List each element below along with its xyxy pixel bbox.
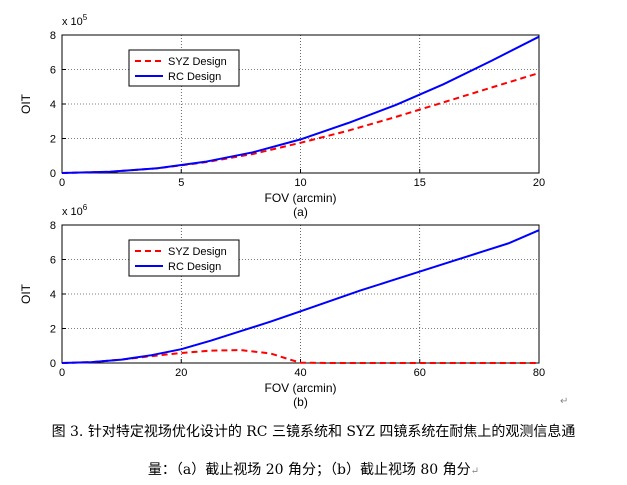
y-tick-label: 8 bbox=[50, 30, 56, 42]
x-tick-label: 20 bbox=[175, 367, 187, 379]
y-multiplier: x 106 bbox=[62, 203, 88, 218]
figure-caption-line-1: 图 3. 针对特定视场优化设计的 RC 三镜系统和 SYZ 四镜系统在耐焦上的观… bbox=[51, 424, 576, 440]
x-tick-label: 40 bbox=[294, 367, 306, 379]
figure-caption-line-2: 量：（a）截止视场 20 角分；（b）截止视场 80 角分↵ bbox=[0, 459, 627, 479]
series-line-syz-design bbox=[61, 349, 539, 364]
legend-entry: SYZ Design bbox=[168, 246, 227, 258]
chart-b: 0 20 40 60 80 0 2 4 6 8 x 106 FOV (arcmin)(b) OIT SYZ… bbox=[19, 203, 545, 409]
x-tick-label: 20 bbox=[533, 177, 545, 189]
caption-line-2-text: 量：（a）截止视场 20 角分；（b）截止视场 80 角分 bbox=[147, 462, 471, 478]
legend: SYZ Design RC Design bbox=[128, 239, 240, 277]
legend-entry: RC Design bbox=[168, 71, 221, 83]
y-tick-label: 2 bbox=[50, 324, 56, 336]
y-tick-label: 4 bbox=[50, 99, 56, 111]
x-tick-label: 80 bbox=[533, 367, 545, 379]
y-tick-label: 6 bbox=[50, 65, 56, 77]
series-line-rc-design bbox=[61, 229, 540, 364]
legend-box bbox=[128, 49, 240, 87]
x-axis-label: FOV (arcmin) bbox=[265, 381, 337, 395]
x-tick-label: 15 bbox=[414, 177, 426, 189]
y-multiplier: x 105 bbox=[62, 13, 88, 28]
y-tick-label: 6 bbox=[50, 255, 56, 267]
series-line-syz-design bbox=[61, 72, 540, 174]
legend-box bbox=[128, 239, 240, 277]
x-tick-label: 0 bbox=[59, 367, 65, 379]
legend-entry: RC Design bbox=[168, 261, 221, 273]
y-multiplier-exponent: 5 bbox=[83, 13, 88, 22]
x-tick-label: 60 bbox=[414, 367, 426, 379]
x-tick-label: 5 bbox=[178, 177, 184, 189]
y-tick-label: 0 bbox=[50, 358, 56, 370]
subfigure-label: (a) bbox=[293, 205, 308, 219]
series-line-rc-design bbox=[61, 35, 540, 174]
y-tick-label: 4 bbox=[50, 289, 56, 301]
legend-entry: SYZ Design bbox=[168, 56, 227, 68]
legend: SYZ Design RC Design bbox=[128, 49, 240, 87]
return-mark-1: ↵ bbox=[560, 396, 569, 407]
y-tick-label: 2 bbox=[50, 134, 56, 146]
return-mark-2: ↵ bbox=[470, 466, 480, 477]
x-axis-label: FOV (arcmin) bbox=[265, 191, 337, 205]
y-axis-label: OIT bbox=[19, 93, 33, 114]
y-tick-label: 0 bbox=[50, 168, 56, 180]
y-tick-label: 8 bbox=[50, 220, 56, 232]
x-tick-label: 10 bbox=[294, 177, 306, 189]
x-tick-label: 0 bbox=[59, 177, 65, 189]
y-axis-label: OIT bbox=[19, 283, 33, 304]
subfigure-label: (b) bbox=[293, 395, 308, 409]
chart-a: 0 5 10 15 20 0 2 4 6 8 x 105 FOV (arcmin)(a) OIT SYZ … bbox=[19, 13, 545, 219]
y-multiplier-exponent: 6 bbox=[83, 203, 88, 212]
